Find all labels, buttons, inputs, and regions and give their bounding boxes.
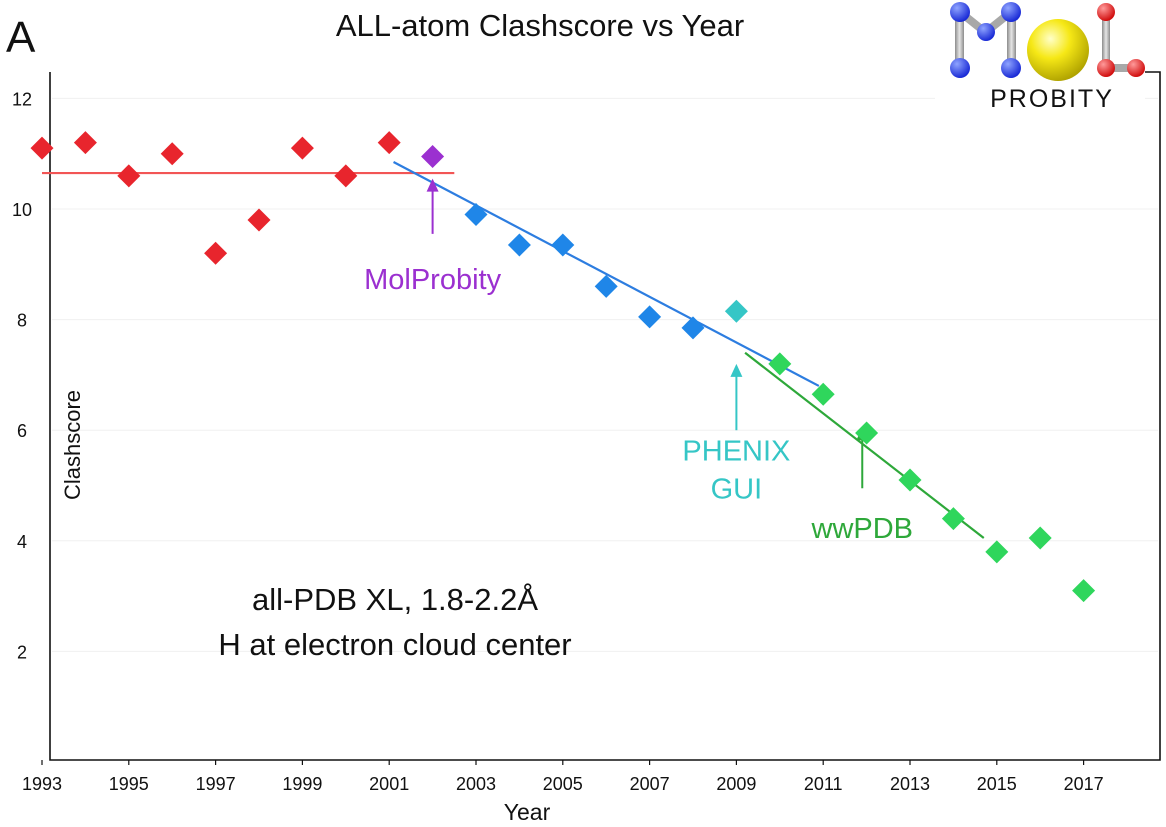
note-line: all-PDB XL, 1.8-2.2Å [252, 582, 538, 617]
data-point [898, 468, 922, 492]
data-point [941, 507, 965, 531]
annotation-arrow-head [426, 178, 439, 192]
data-point [985, 540, 1009, 564]
x-tick-label: 2015 [977, 774, 1017, 794]
panel-label: A [6, 13, 36, 62]
x-tick-label: 2005 [543, 774, 583, 794]
y-tick-label: 12 [12, 89, 32, 109]
y-tick-label: 6 [17, 421, 27, 441]
x-tick-label: 2013 [890, 774, 930, 794]
trend-line [744, 351, 985, 539]
x-tick-label: 1997 [196, 774, 236, 794]
data-point [290, 136, 314, 160]
annotation-arrow-head [730, 363, 743, 377]
y-axis-label: Clashscore [60, 390, 85, 500]
x-tick-label: 2011 [804, 774, 843, 794]
data-point [855, 421, 879, 445]
data-point [247, 208, 271, 232]
x-tick-label: 1995 [109, 774, 149, 794]
x-tick-label: 2009 [716, 774, 756, 794]
data-point [594, 274, 618, 298]
data-point [73, 131, 97, 155]
data-point [681, 316, 705, 340]
data-point [160, 142, 184, 166]
data-point [464, 203, 488, 227]
x-tick-label: 1999 [282, 774, 322, 794]
data-point [1072, 579, 1096, 603]
data-point [421, 144, 445, 168]
y-tick-label: 2 [17, 642, 27, 662]
x-tick-label: 2003 [456, 774, 496, 794]
data-point [551, 233, 575, 257]
data-point [334, 164, 358, 188]
annotation-label: GUI [711, 474, 763, 506]
data-point [638, 305, 662, 329]
plot-frame [49, 71, 1161, 761]
data-point [724, 299, 748, 323]
note-line: H at electron cloud center [218, 627, 571, 662]
chart-note: all-PDB XL, 1.8-2.2Å H at electron cloud… [218, 582, 571, 662]
data-point [204, 241, 228, 265]
x-tick-label: 2001 [369, 774, 409, 794]
data-point [507, 233, 531, 257]
trend-line [393, 161, 820, 387]
sphere-o-icon [1027, 19, 1089, 81]
x-tick-label: 2017 [1064, 774, 1104, 794]
molprobity-logo: PROBITY [935, 0, 1145, 118]
data-point [768, 352, 792, 376]
data-point [811, 382, 835, 406]
annotation-label: MolProbity [364, 264, 501, 296]
chart-title: ALL-atom Clashscore vs Year [336, 8, 744, 43]
y-tick-label: 4 [17, 532, 27, 552]
annotation-label: PHENIX [682, 436, 790, 468]
data-point [30, 136, 54, 160]
data-point [117, 164, 141, 188]
annotation-label: wwPDB [811, 513, 914, 545]
x-axis-label: Year [504, 799, 551, 825]
y-tick-label: 8 [17, 311, 27, 331]
logo-text: PROBITY [990, 85, 1114, 113]
x-tick-label: 2007 [630, 774, 670, 794]
molecule-l-icon [1097, 3, 1145, 77]
data-point [377, 131, 401, 155]
y-tick-label: 10 [12, 200, 32, 220]
molecule-m-icon [950, 2, 1021, 78]
data-point [1028, 526, 1052, 550]
x-tick-label: 1993 [22, 774, 62, 794]
